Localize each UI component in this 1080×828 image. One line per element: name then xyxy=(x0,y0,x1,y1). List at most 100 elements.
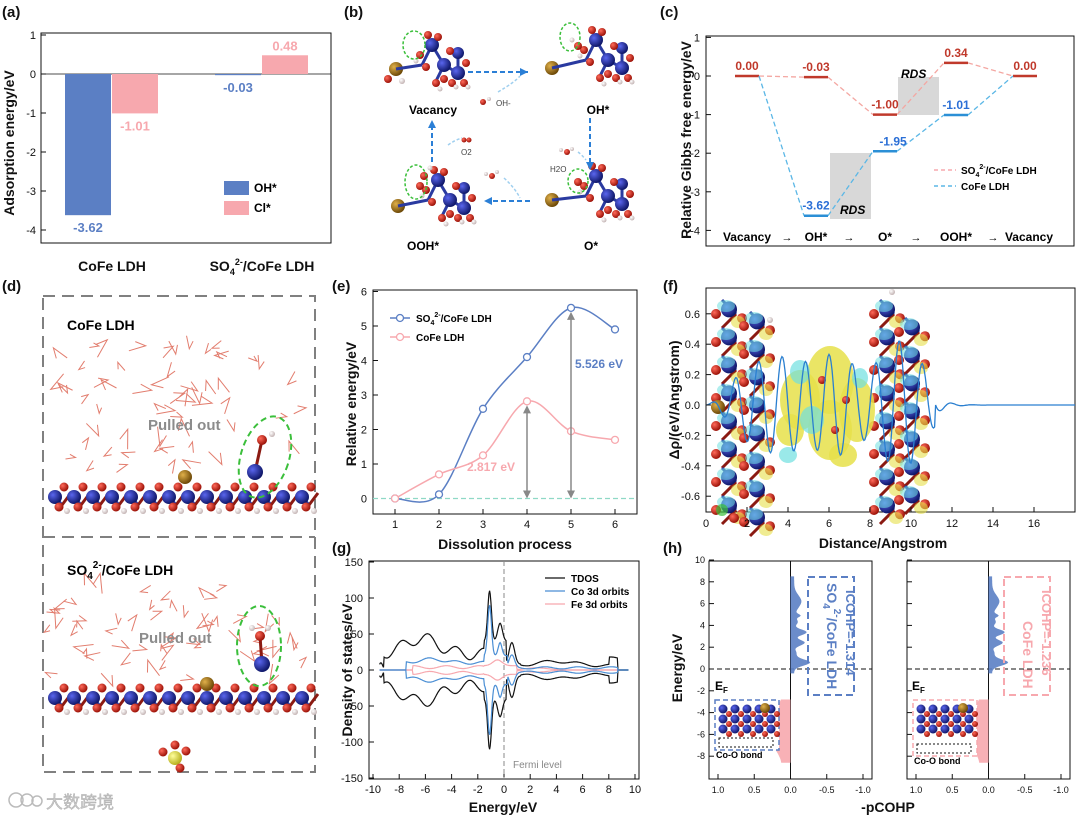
y-tick-label-f: -0.4 xyxy=(681,461,700,473)
x-tick-label-g: 8 xyxy=(606,784,612,796)
o-atom xyxy=(92,502,102,512)
x-tick-label-f: 2 xyxy=(744,518,750,530)
highlight-ellipse-bottom xyxy=(236,605,282,687)
o-atom xyxy=(774,711,780,717)
co-atom xyxy=(754,714,764,724)
o-atom xyxy=(175,763,185,773)
x-tick-label-h: -1.0 xyxy=(855,785,871,795)
o-atom xyxy=(440,75,448,83)
o-atom xyxy=(255,631,265,641)
data-point-e xyxy=(390,494,400,503)
water-molecule xyxy=(77,360,86,371)
h-atom xyxy=(64,508,70,514)
x-tick-label-e: 6 xyxy=(612,519,618,531)
charge-lobe-yellow xyxy=(889,316,903,328)
bond xyxy=(903,330,921,348)
x-tick-label-h: 0.5 xyxy=(946,785,959,795)
co-atom xyxy=(431,173,445,187)
bond xyxy=(748,408,766,426)
bond xyxy=(878,508,896,526)
water-molecule xyxy=(286,631,298,649)
o-atom xyxy=(726,711,732,717)
o-atom xyxy=(612,210,620,218)
o-atom xyxy=(54,703,64,713)
co-atom-pulled xyxy=(254,656,270,672)
co-atom xyxy=(124,691,138,705)
o-atom xyxy=(432,79,440,87)
co-atom xyxy=(730,724,740,734)
x-tick-label-g: 6 xyxy=(580,784,586,796)
x-tick-label-g: 4 xyxy=(553,784,559,796)
co-3d-down xyxy=(379,669,629,735)
y-tick-label-a: 0 xyxy=(30,69,36,81)
fe-atom xyxy=(457,201,471,215)
y-tick-label-c: -1 xyxy=(690,110,700,122)
co-atom xyxy=(295,490,309,504)
o-atom xyxy=(762,731,768,737)
o-atom xyxy=(924,731,930,737)
o-atom xyxy=(154,683,164,693)
y-tick-label-e: 2 xyxy=(361,425,367,437)
plot-frame-c xyxy=(705,35,1075,247)
charge-lobe-yellow xyxy=(889,512,903,524)
co-atom xyxy=(964,714,974,724)
y-tick-label-g: 0 xyxy=(357,665,363,677)
co-atom xyxy=(916,724,926,734)
axes-e: 1 2 3 4 5 6 0 1 2 3 4 5 6 xyxy=(361,287,637,531)
highlight-ellipse-top xyxy=(237,415,293,499)
co-atom xyxy=(143,691,157,705)
water-molecule xyxy=(148,599,155,611)
co-atom xyxy=(48,691,62,705)
y-tick-label-h: -4 xyxy=(697,708,705,718)
bar-oh-1 xyxy=(215,74,261,76)
bond xyxy=(720,368,738,386)
o-atom xyxy=(738,731,744,737)
x-tick-label-h: -0.5 xyxy=(1017,785,1033,795)
o-atom xyxy=(936,731,942,737)
h-atom xyxy=(140,508,146,514)
o-atom xyxy=(301,502,311,512)
water-molecule xyxy=(120,652,131,666)
water-molecule xyxy=(150,610,164,621)
tdos-down xyxy=(379,669,629,750)
water-molecule xyxy=(85,423,100,438)
charge-lobe-cyan xyxy=(900,374,918,386)
x-tick-label-f: 0 xyxy=(703,518,709,530)
water-molecule xyxy=(169,598,178,612)
bond xyxy=(878,312,896,330)
bond xyxy=(878,368,896,386)
water-molecule xyxy=(100,378,117,391)
o-atom xyxy=(92,703,102,713)
charge-blob-cyan xyxy=(790,360,810,384)
s-atom xyxy=(178,470,192,484)
charge-lobe-cyan xyxy=(875,412,893,424)
x-tick-label-h: 0.5 xyxy=(748,785,761,795)
y-tick-label-c: -3 xyxy=(690,187,700,199)
y-tick-label-h: 0 xyxy=(700,664,705,674)
co-atom xyxy=(952,724,962,734)
o-atom xyxy=(739,321,749,331)
o-atom xyxy=(774,731,780,737)
charge-lobe-yellow xyxy=(914,334,928,346)
insets-h xyxy=(714,699,978,757)
icohp-box-right xyxy=(1003,576,1051,696)
water-molecule xyxy=(132,383,154,395)
co-atom xyxy=(238,490,252,504)
charge-lobe-yellow xyxy=(889,456,903,468)
o-atom xyxy=(580,46,588,54)
o-atom xyxy=(257,435,267,445)
o-atom xyxy=(842,396,850,404)
bond xyxy=(903,386,921,404)
water-molecule xyxy=(138,585,151,594)
x-axis-label-g: Energy/eV xyxy=(469,799,538,815)
x-arrow-c: → xyxy=(988,232,999,244)
bond xyxy=(903,470,921,488)
panel-g: (g) -10 -8 -6 -4 -2 0 2 4 6 8 10150100500-50-100-1… xyxy=(332,540,641,815)
o-atom xyxy=(59,683,69,693)
gap-arrow-head xyxy=(567,311,575,320)
water-molecule xyxy=(210,340,222,349)
co-o-bond-highlight xyxy=(718,737,774,748)
panel-label-b: (b) xyxy=(344,4,363,21)
co-atom xyxy=(964,724,974,734)
water-molecule xyxy=(44,671,58,679)
